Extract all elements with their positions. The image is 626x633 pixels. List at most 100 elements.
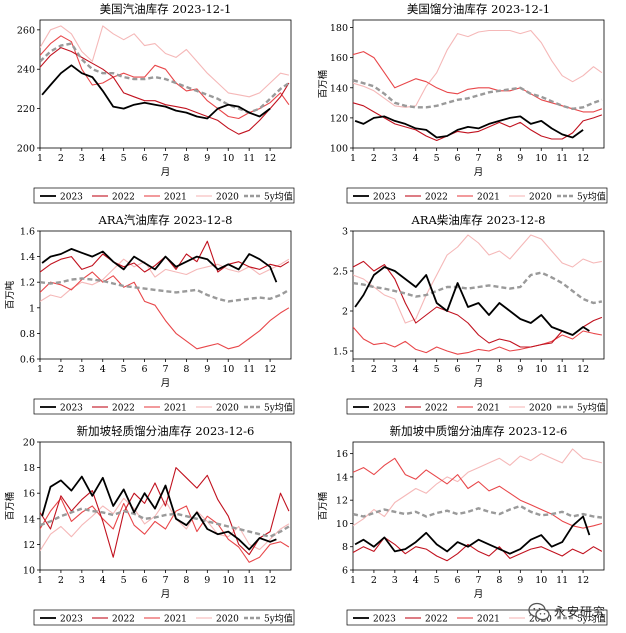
series-line-2023 <box>41 64 271 120</box>
chart-title: ARA柴油库存 2023-12-8 <box>411 213 546 227</box>
legend-label-2023: 2023 <box>373 193 396 203</box>
x-tick-label: 2 <box>58 575 64 586</box>
y-tick-label: 10 <box>336 519 348 530</box>
series-group <box>40 25 290 135</box>
x-tick-label: 8 <box>496 575 502 586</box>
x-tick-label: 7 <box>162 575 168 586</box>
y-tick-label: 0.6 <box>20 355 35 366</box>
y-tick-label: 2.5 <box>333 267 348 278</box>
y-tick-label: 220 <box>17 104 35 115</box>
chart-title: 新加坡中质馏分油库存 2023-12-6 <box>390 424 568 438</box>
x-tick-label: 6 <box>455 153 461 164</box>
x-tick-label: 8 <box>496 153 502 164</box>
y-tick-label: 10 <box>23 566 35 577</box>
x-tick-label: 10 <box>222 364 234 375</box>
x-axis-label: 月 <box>474 167 484 178</box>
x-tick-label: 11 <box>243 575 255 586</box>
series-line-2023 <box>41 248 278 283</box>
y-tick-label: 14 <box>23 514 35 525</box>
legend-label-2021: 2021 <box>477 193 500 203</box>
x-tick-label: 10 <box>535 153 547 164</box>
series-line-5y <box>353 79 603 110</box>
x-tick-label: 5 <box>434 364 440 375</box>
series-line-5y <box>353 504 603 519</box>
y-tick-label: 140 <box>330 83 348 94</box>
series-line-2023 <box>354 515 591 555</box>
series-line-2022 <box>40 47 290 135</box>
x-tick-label: 6 <box>142 153 148 164</box>
x-tick-label: 3 <box>79 364 85 375</box>
x-axis-label: 月 <box>161 589 171 600</box>
x-tick-label: 2 <box>58 153 64 164</box>
x-tick-label: 12 <box>264 575 276 586</box>
x-tick-label: 3 <box>392 153 398 164</box>
y-tick-label: 16 <box>23 489 35 500</box>
legend-label-5y: 5y均值 <box>264 613 293 625</box>
y-tick-label: 1 <box>29 303 35 314</box>
series-group <box>353 448 603 562</box>
x-tick-label: 1 <box>350 364 356 375</box>
x-tick-label: 8 <box>496 364 502 375</box>
legend-label-5y: 5y均值 <box>264 402 293 414</box>
chart-panel-sg-light-distillate: 新加坡轻质馏分油库存 2023-12-6 10 12 14 16 18 20 1 2 3 4 5 6 7 8… <box>0 422 313 633</box>
x-tick-label: 10 <box>222 153 234 164</box>
legend-label-2020: 2020 <box>216 404 239 414</box>
x-tick-label: 8 <box>183 575 189 586</box>
legend-label-2022: 2022 <box>425 615 448 625</box>
x-tick-label: 1 <box>37 575 43 586</box>
x-tick-label: 6 <box>142 575 148 586</box>
series-line-2021 <box>40 497 290 563</box>
y-tick-label: 120 <box>330 113 348 124</box>
x-axis-label: 月 <box>161 378 171 389</box>
y-tick-label: 16 <box>336 449 348 460</box>
series-group <box>40 467 290 563</box>
legend-label-2023: 2023 <box>60 615 83 625</box>
legend-label-2020: 2020 <box>529 404 552 414</box>
x-tick-label: 3 <box>79 153 85 164</box>
x-tick-label: 2 <box>371 364 377 375</box>
chart-panel-us-gasoline: 美国汽油库存 2023-12-1 200 220 240 260 1 2 3 4 5 6 7 8 9 10 1… <box>0 0 313 211</box>
series-line-2020 <box>353 448 603 527</box>
x-tick-label: 6 <box>455 364 461 375</box>
y-tick-label: 200 <box>17 144 35 155</box>
watermark-text: 永安研究 <box>554 605 607 619</box>
series-line-2020 <box>40 497 290 552</box>
x-tick-label: 1 <box>37 364 43 375</box>
series-line-2022 <box>353 536 603 562</box>
legend-label-2022: 2022 <box>112 193 135 203</box>
x-tick-label: 11 <box>556 153 568 164</box>
legend-label-2023: 2023 <box>60 404 83 414</box>
x-tick-label: 9 <box>517 364 523 375</box>
legend-label-2020: 2020 <box>216 615 239 625</box>
x-tick-label: 4 <box>100 364 106 375</box>
series-line-2021 <box>353 51 603 113</box>
x-tick-label: 10 <box>535 364 547 375</box>
x-tick-label: 11 <box>556 575 568 586</box>
x-tick-label: 11 <box>243 364 255 375</box>
plot-frame <box>352 230 605 360</box>
legend-label-5y: 5y均值 <box>264 191 293 203</box>
series-group <box>40 240 290 350</box>
legend-label-2021: 2021 <box>477 404 500 414</box>
x-tick-label: 12 <box>264 153 276 164</box>
y-tick-label: 260 <box>17 25 35 36</box>
x-tick-label: 7 <box>162 153 168 164</box>
series-line-2023 <box>41 475 277 551</box>
y-tick-label: 1.4 <box>20 252 35 263</box>
x-tick-label: 3 <box>392 364 398 375</box>
legend-label-5y: 5y均值 <box>577 402 606 414</box>
series-line-2020 <box>353 234 603 324</box>
plot-frame <box>39 19 292 149</box>
legend-label-2023: 2023 <box>373 404 396 414</box>
x-axis-label: 月 <box>474 589 484 600</box>
y-tick-label: 2 <box>342 307 348 318</box>
chart-panel-us-distillate: 美国馏分油库存 2023-12-1 100 120 140 160 180 1 2 3 4 5 6 7 8… <box>313 0 626 211</box>
y-tick-label: 18 <box>23 463 35 474</box>
series-line-5y <box>353 271 603 305</box>
series-group <box>353 29 603 142</box>
x-tick-label: 1 <box>37 153 43 164</box>
legend-box <box>33 609 295 626</box>
y-tick-label: 20 <box>23 438 35 449</box>
